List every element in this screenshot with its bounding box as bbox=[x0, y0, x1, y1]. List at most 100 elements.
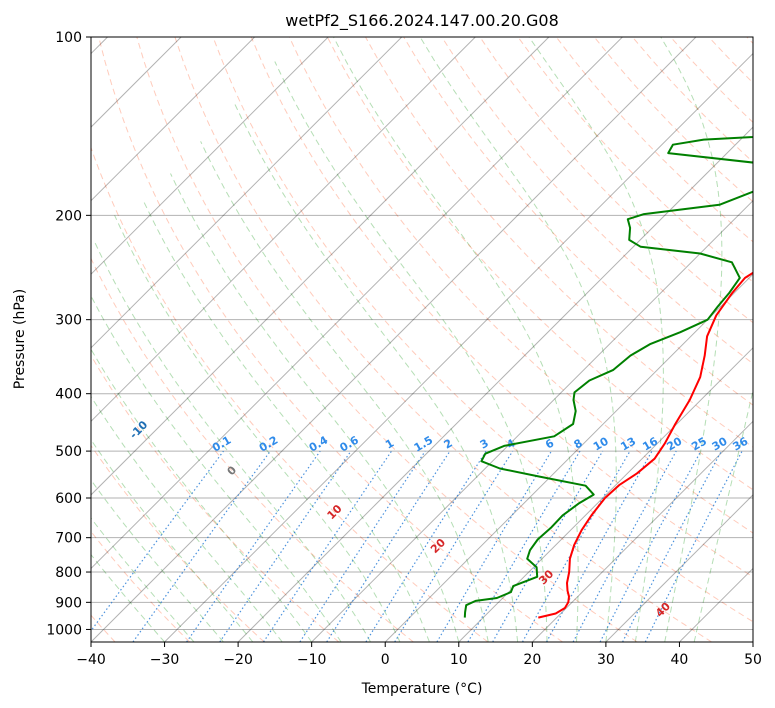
dry-adiabat-line bbox=[288, 37, 753, 534]
moist-adiabat-line bbox=[91, 348, 313, 642]
x-tick-label: −20 bbox=[223, 652, 253, 668]
moist-adiabat-line bbox=[333, 37, 579, 642]
moist-adiabat-line bbox=[200, 141, 489, 642]
mixing-ratio-line bbox=[572, 450, 677, 642]
dry-adiabat-line bbox=[91, 444, 265, 642]
mixing-ratio-line bbox=[132, 450, 271, 642]
moist-adiabat-line bbox=[91, 517, 195, 642]
isotherm-line bbox=[91, 37, 256, 202]
moist-adiabat-line bbox=[693, 388, 753, 642]
mixing-ratio-line bbox=[91, 450, 224, 632]
moist-adiabat-line bbox=[91, 294, 342, 642]
isotherm-line bbox=[91, 37, 550, 496]
mixing-ratio-line bbox=[365, 450, 487, 642]
isotherm-line bbox=[91, 37, 329, 275]
mixing-ratio-line bbox=[467, 450, 581, 642]
dry-adiabat-line bbox=[555, 37, 753, 243]
mixing-ratio-line bbox=[521, 450, 631, 642]
dry-adiabat-line bbox=[174, 37, 712, 642]
dry-adiabat-line bbox=[479, 37, 753, 324]
dry-adiabat-line bbox=[365, 37, 753, 448]
mixing-ratio-label: 2 bbox=[442, 437, 455, 452]
moist-adiabat-line bbox=[143, 201, 430, 642]
moist-adiabat-line bbox=[91, 438, 254, 642]
dry-adiabat-line bbox=[517, 37, 753, 283]
moist-adiabat-line bbox=[660, 37, 723, 642]
x-tick-label: −30 bbox=[150, 652, 180, 668]
x-tick-label: 50 bbox=[744, 652, 762, 668]
mixing-ratio-line bbox=[546, 450, 653, 642]
y-tick-label: 300 bbox=[55, 313, 82, 329]
isotherm-line bbox=[679, 567, 753, 642]
plot-area: 0.10.20.40.611.52346810131620253036-100-… bbox=[91, 37, 753, 642]
x-tick-label: 30 bbox=[597, 652, 615, 668]
pressure-gridlines bbox=[91, 37, 753, 630]
isotherm-line bbox=[531, 420, 753, 642]
mixing-ratio-line bbox=[219, 450, 352, 642]
isotherms bbox=[91, 37, 753, 642]
dry-adiabat-line bbox=[708, 37, 753, 84]
moist-adiabat-line bbox=[91, 553, 165, 642]
isotherm-line bbox=[605, 494, 753, 642]
x-tick-label: 10 bbox=[450, 652, 468, 668]
y-tick-label: 200 bbox=[55, 208, 82, 224]
isotherm-line bbox=[458, 347, 753, 642]
y-tick-label: 700 bbox=[55, 531, 82, 547]
x-axis-label: Temperature (°C) bbox=[361, 681, 483, 697]
isotherm-line bbox=[752, 641, 753, 642]
mixing-ratio-line bbox=[394, 450, 514, 642]
x-tick-label: 40 bbox=[671, 652, 689, 668]
y-tick-label: 600 bbox=[55, 491, 82, 507]
isotherm-line bbox=[237, 126, 753, 642]
y-tick-label: 100 bbox=[55, 30, 82, 46]
moist-adiabat-line bbox=[528, 37, 664, 642]
mixing-ratio-line bbox=[436, 450, 553, 642]
moist-adiabat-line bbox=[419, 37, 617, 642]
dry-adiabat-line bbox=[91, 530, 190, 642]
dry-adiabats bbox=[91, 37, 753, 642]
mixing-ratio-line bbox=[299, 450, 426, 642]
mixing-ratio-lines bbox=[91, 450, 743, 642]
moist-adiabat-line bbox=[93, 239, 371, 642]
dry-adiabat-label: 20 bbox=[428, 536, 448, 556]
y-axis: 100 200 300 400 500 600 700 800 900 1000 bbox=[46, 30, 91, 638]
moist-adiabat-line bbox=[234, 104, 519, 642]
plot-frame bbox=[90, 36, 754, 643]
dry-adiabat-line bbox=[593, 37, 753, 203]
dry-adiabat-line bbox=[250, 37, 753, 578]
dry-adiabat-line bbox=[403, 37, 753, 406]
dry-adiabat-line bbox=[670, 37, 753, 124]
mixing-ratio-line bbox=[262, 450, 392, 642]
y-tick-label: 400 bbox=[55, 387, 82, 403]
isotherm-line bbox=[384, 273, 753, 642]
y-tick-label: 800 bbox=[55, 565, 82, 581]
isotherm-line bbox=[311, 199, 753, 642]
moist-adiabats bbox=[91, 37, 753, 642]
dry-adiabat-line bbox=[136, 37, 638, 642]
y-tick-label: 500 bbox=[55, 444, 82, 460]
dry-adiabat-line bbox=[746, 37, 753, 44]
x-tick-label: 20 bbox=[523, 652, 541, 668]
profile-series bbox=[463, 136, 753, 619]
dry-adiabat-line bbox=[98, 37, 563, 642]
moist-adiabat-line bbox=[114, 215, 401, 642]
mixing-ratio-line bbox=[599, 450, 702, 642]
mixing-ratio-label: 3 bbox=[478, 437, 491, 452]
moist-adiabat-line bbox=[170, 173, 460, 642]
x-tick-label: 0 bbox=[381, 652, 390, 668]
x-tick-label: −10 bbox=[297, 652, 327, 668]
isotherm-line bbox=[164, 52, 753, 642]
dry-adiabat-line bbox=[91, 354, 340, 642]
moist-adiabat-line bbox=[274, 61, 548, 642]
mixing-ratio-line bbox=[186, 450, 321, 642]
x-axis: −40 −30 −20 −10 0 10 20 30 40 50 bbox=[76, 642, 762, 668]
moist-adiabat-line bbox=[91, 395, 283, 642]
dry-adiabat-line bbox=[441, 37, 753, 365]
dry-adiabat-line bbox=[91, 257, 414, 642]
y-tick-label: 900 bbox=[55, 595, 82, 611]
isotherm-line bbox=[91, 37, 403, 349]
x-tick-label: −40 bbox=[76, 652, 106, 668]
isotherm-line bbox=[91, 37, 623, 570]
isotherm-line bbox=[91, 37, 476, 423]
